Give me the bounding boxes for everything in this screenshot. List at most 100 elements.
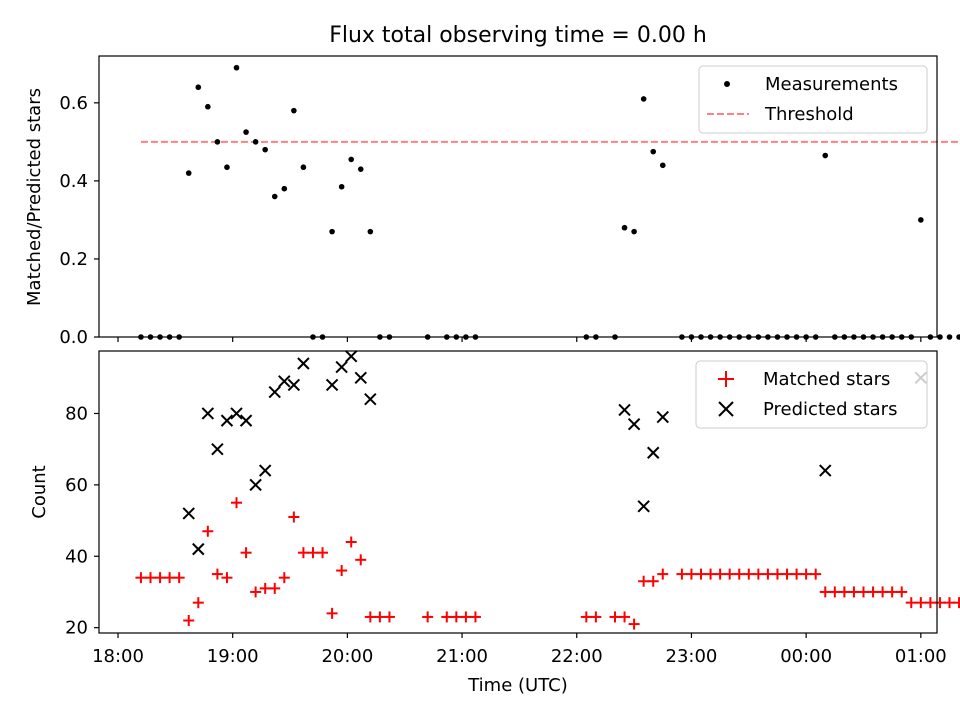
measurement-point (205, 103, 211, 110)
measurement-point (195, 84, 202, 91)
measurement-point (918, 217, 924, 223)
matched-star-point (202, 525, 214, 537)
matched-star-point (259, 582, 271, 594)
matched-star-point (944, 597, 956, 609)
matched-star-point (580, 611, 592, 623)
predicted-star-point (239, 414, 253, 427)
matched-star-point (374, 611, 386, 623)
matched-star-point (791, 568, 803, 580)
count-y-ticks: 20 40 60 80 (65, 403, 99, 639)
measurement-point (252, 139, 259, 145)
count-marks (135, 350, 960, 630)
matched-star-point (915, 597, 927, 609)
matched-star-point (469, 611, 481, 623)
matched-star-point (628, 618, 640, 630)
matched-star-point (231, 497, 243, 509)
predicted-star-point (325, 378, 339, 392)
ratio-y-tick-label: 0.4 (59, 171, 88, 192)
measurement-point (357, 166, 364, 172)
predicted-star-point (627, 417, 641, 431)
predicted-star-point (258, 464, 272, 477)
matched-star-point (307, 547, 319, 559)
matched-star-point (278, 572, 290, 584)
matched-star-point (609, 611, 621, 623)
predicted-star-point (182, 507, 195, 520)
predicted-star-point (287, 378, 301, 392)
matched-star-point (590, 611, 602, 623)
count-legend-box (695, 360, 928, 429)
x-tick-label: 18:00 (92, 646, 144, 667)
matched-star-point (685, 568, 697, 580)
figure-title: Flux total observing time = 0.00 h (329, 23, 707, 48)
count-axes-frame (98, 350, 938, 634)
matched-star-point (886, 586, 898, 598)
matched-star-point (144, 572, 156, 584)
predicted-star-point (344, 350, 358, 363)
count-y-tick-label: 20 (65, 618, 88, 639)
legend-matched-marker (718, 371, 734, 387)
x-axis-label: Time (UTC) (467, 675, 568, 696)
predicted-star-point (211, 442, 224, 456)
x-tick-label: 19:00 (207, 646, 259, 667)
matched-star-point (326, 607, 338, 619)
predicted-star-point (268, 385, 281, 399)
matched-star-point (135, 572, 147, 584)
measurement-point (650, 148, 657, 155)
matched-star-point (164, 572, 176, 584)
matched-star-point (857, 586, 869, 598)
measurement-point (224, 164, 230, 171)
measurement-point (659, 162, 666, 169)
matched-star-point (733, 568, 745, 580)
measurement-point (214, 139, 221, 145)
matched-star-point (867, 586, 879, 598)
measurement-point (640, 96, 647, 102)
predicted-star-point (819, 464, 832, 477)
matched-star-point (877, 586, 889, 598)
matched-star-point (317, 547, 329, 559)
ratio-axes-frame (98, 55, 938, 338)
predicted-star-point (618, 403, 631, 417)
matched-star-point (752, 568, 764, 580)
matched-star-point (705, 568, 717, 580)
predicted-star-point (637, 500, 650, 513)
predicted-star-point (647, 446, 660, 459)
matched-star-point (638, 575, 650, 587)
matched-star-point (724, 568, 736, 580)
matched-star-point (422, 611, 434, 623)
ratio-legend: Measurements Threshold (698, 65, 928, 134)
count-y-axis-label: Count (29, 465, 50, 518)
matched-star-point (250, 586, 262, 598)
matched-star-point (450, 611, 462, 623)
matched-star-point (619, 611, 631, 623)
ratio-y-axis-label: Matched/Predicted stars (24, 88, 45, 306)
predicted-star-point (656, 410, 669, 424)
matched-star-point (953, 597, 960, 609)
predicted-star-point (220, 414, 234, 427)
matched-star-point (934, 597, 946, 609)
legend-predicted-marker (718, 401, 734, 417)
measurement-point (338, 183, 345, 190)
matched-star-point (355, 554, 367, 566)
ratio-panel: 0.0 0.2 0.4 0.6 Matched/Predicted stars Mea… (24, 55, 960, 348)
matched-star-point (192, 597, 204, 609)
count-legend: Matched stars Predicted stars (695, 360, 928, 429)
x-tick-label: 01:00 (895, 646, 947, 667)
matched-star-point (714, 568, 726, 580)
matched-star-point (211, 568, 223, 580)
predicted-star-point (335, 360, 348, 374)
matched-star-point (269, 582, 281, 594)
matched-star-point (781, 568, 793, 580)
matched-star-point (173, 572, 185, 584)
count-x-ticks: 18:00 19:00 20:00 21:00 22:00 23:00 00:00 01:00… (92, 633, 947, 667)
ratio-marks (138, 64, 960, 340)
x-tick-label: 23:00 (666, 646, 718, 667)
predicted-star-point (354, 371, 367, 384)
measurement-point (291, 107, 297, 114)
matched-star-point (819, 586, 831, 598)
count-y-tick-label: 40 (65, 546, 88, 567)
legend-threshold-label: Threshold (764, 104, 854, 125)
matched-star-point (829, 586, 841, 598)
matched-star-point (762, 568, 774, 580)
matched-star-point (657, 568, 669, 580)
